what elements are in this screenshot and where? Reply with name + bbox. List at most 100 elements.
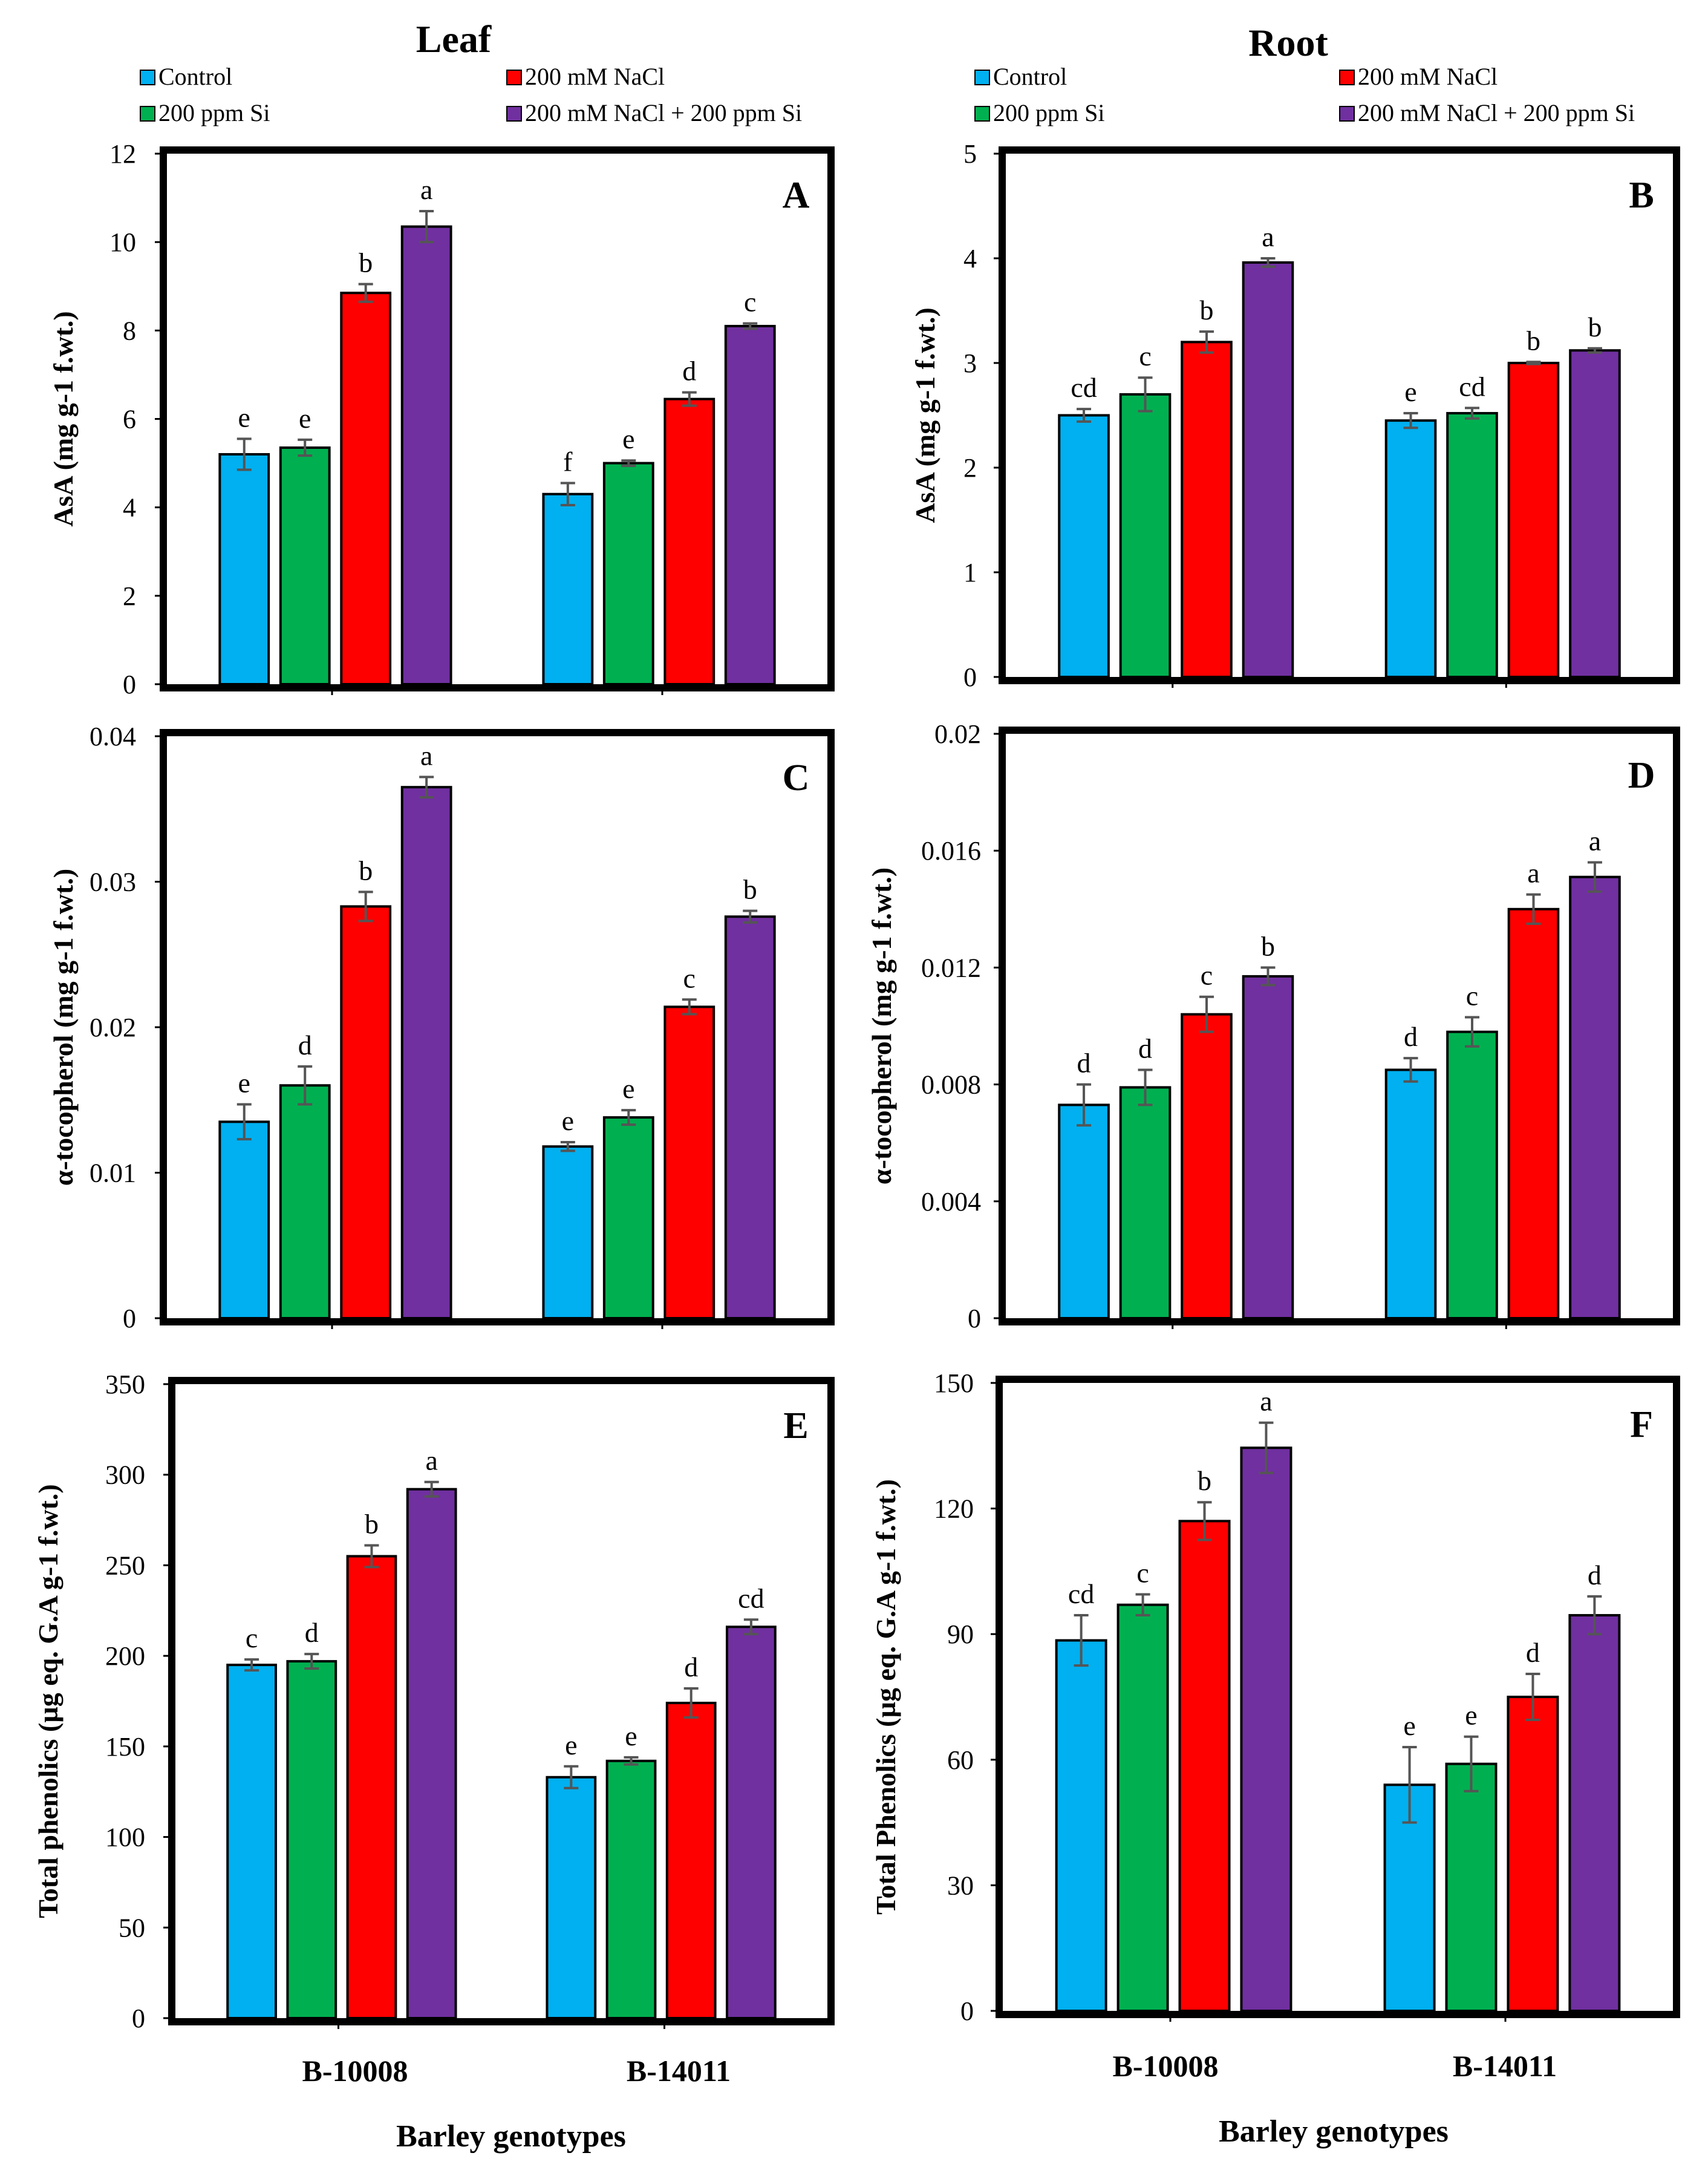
- panel-letter: D: [1628, 755, 1655, 796]
- panel-c: 0 0.01 0.02 0.03 0.04 α-tocopherol (mg g-1 f.…: [48, 722, 835, 1333]
- significance-letter: c: [1466, 981, 1478, 1011]
- significance-letter: b: [1261, 930, 1275, 961]
- plot-frame: [999, 727, 1680, 1325]
- y-tick-label: 0: [123, 1304, 136, 1333]
- panel-letter: B: [1629, 175, 1654, 216]
- significance-letter: d: [682, 356, 696, 387]
- y-tick-label: 300: [105, 1460, 145, 1490]
- bar: [1240, 1446, 1292, 2012]
- bar: [542, 492, 594, 685]
- legend-swatch: [1339, 70, 1355, 85]
- bar: [1507, 362, 1560, 678]
- bar: [1055, 1639, 1107, 2013]
- y-tick-label: 350: [105, 1370, 145, 1399]
- y-tick-label: 0.004: [921, 1187, 981, 1217]
- legends: Control 200 ppm Si 200 mM NaCl 200 mM NaCl …: [140, 63, 1635, 126]
- significance-letter: b: [743, 874, 757, 905]
- y-axis-label: Total phenolics (µg eq. G.A g-1 f.wt.): [33, 1484, 64, 1918]
- legend-swatch: [506, 106, 522, 122]
- y-tick-label: 0: [963, 662, 977, 692]
- bar: [1242, 261, 1294, 679]
- significance-letter: d: [1138, 1033, 1152, 1064]
- y-tick-label: 0.02: [934, 719, 981, 749]
- bar: [1181, 341, 1233, 678]
- y-axis-label: α-tocopherol (mg g-1 f.wt.): [866, 868, 897, 1185]
- root-title: Root: [1248, 21, 1328, 64]
- legend-leaf: Control 200 ppm Si 200 mM NaCl 200 mM NaCl …: [140, 63, 802, 126]
- significance-letter: e: [562, 1105, 574, 1136]
- bar: [546, 1776, 597, 2019]
- bar: [605, 1759, 657, 2020]
- bar: [400, 225, 452, 685]
- y-tick-label: 150: [105, 1732, 145, 1762]
- legend-swatch: [140, 70, 155, 85]
- y-tick-label: 0.04: [90, 722, 136, 751]
- legend-label: 200 mM NaCl + 200 ppm Si: [1358, 99, 1635, 126]
- y-tick-label: 0.012: [921, 953, 981, 982]
- legend-label: Control: [158, 63, 232, 90]
- y-tick-label: 0.008: [921, 1070, 981, 1100]
- significance-letter: e: [565, 1730, 577, 1760]
- significance-letter: c: [1139, 341, 1151, 371]
- bar: [340, 292, 392, 685]
- legend-swatch: [1339, 106, 1355, 122]
- significance-letter: a: [420, 740, 432, 771]
- y-tick-label: 100: [105, 1823, 145, 1852]
- bar: [663, 1005, 715, 1319]
- significance-letter: cd: [1071, 372, 1097, 403]
- significance-letter: c: [1201, 960, 1213, 991]
- y-tick-label: 0.01: [90, 1158, 136, 1188]
- bar: [1507, 1696, 1559, 2012]
- panel-a: 0 2 4 6 8 10 12 AsA (mg g-1 f.wt.) Ae e b a f e d c: [48, 139, 835, 699]
- significance-letter: e: [1403, 1710, 1415, 1741]
- bar: [1384, 1068, 1437, 1319]
- significance-letter: b: [359, 247, 373, 278]
- bar: [1178, 1520, 1231, 2013]
- y-tick-label: 5: [963, 139, 977, 169]
- bar: [1384, 419, 1437, 679]
- significance-letter: b: [359, 855, 373, 886]
- legend-label: 200 mM NaCl + 200 ppm Si: [525, 99, 802, 126]
- bar: [406, 1488, 457, 2019]
- bar: [218, 453, 270, 685]
- significance-letter: b: [1200, 295, 1214, 325]
- significance-letter: c: [246, 1622, 258, 1653]
- bar: [226, 1664, 278, 2019]
- panel-b: 0 1 2 3 4 5 AsA (mg g-1 f.wt.) Bcd c b a e cd b b: [910, 139, 1680, 692]
- y-tick-label: 150: [934, 1368, 974, 1398]
- legend-swatch: [506, 70, 522, 85]
- bar: [542, 1145, 594, 1319]
- legend-root: Control 200 ppm Si 200 mM NaCl 200 mM NaCl …: [974, 63, 1635, 126]
- bar: [1181, 1013, 1233, 1320]
- bar: [1119, 393, 1172, 679]
- y-tick-label: 1: [963, 558, 977, 587]
- y-tick-label: 4: [123, 493, 136, 523]
- y-tick-label: 4: [963, 244, 977, 273]
- significance-letter: c: [1136, 1557, 1149, 1588]
- bar: [1058, 414, 1110, 678]
- legend-label: Control: [993, 63, 1067, 90]
- y-tick-label: 90: [947, 1619, 974, 1649]
- y-tick-label: 0: [132, 2004, 145, 2033]
- y-axis-label: AsA (mg g-1 f.wt.): [910, 307, 940, 523]
- significance-letter: d: [1526, 1637, 1540, 1668]
- legend-label: 200 ppm Si: [158, 99, 270, 126]
- category-label-left-1: B-10008: [302, 2054, 408, 2088]
- y-tick-label: 60: [947, 1745, 974, 1775]
- significance-letter: e: [625, 1720, 637, 1751]
- bar: [1446, 412, 1498, 678]
- significance-letter: a: [1589, 826, 1601, 857]
- legend-label: 200 mM NaCl: [1358, 63, 1498, 90]
- y-tick-label: 0.016: [921, 836, 981, 866]
- panel-e: 0 50 100 150 200 250 300 350 Total phenolics (µg…: [33, 1370, 835, 2033]
- y-tick-label: 250: [105, 1551, 145, 1580]
- bar: [602, 1116, 654, 1319]
- y-tick-label: 120: [934, 1494, 974, 1524]
- y-tick-label: 0.02: [90, 1013, 136, 1042]
- significance-letter: b: [1198, 1465, 1211, 1496]
- significance-letter: a: [1262, 221, 1274, 252]
- significance-letter: e: [1465, 1700, 1477, 1731]
- bar: [400, 786, 452, 1320]
